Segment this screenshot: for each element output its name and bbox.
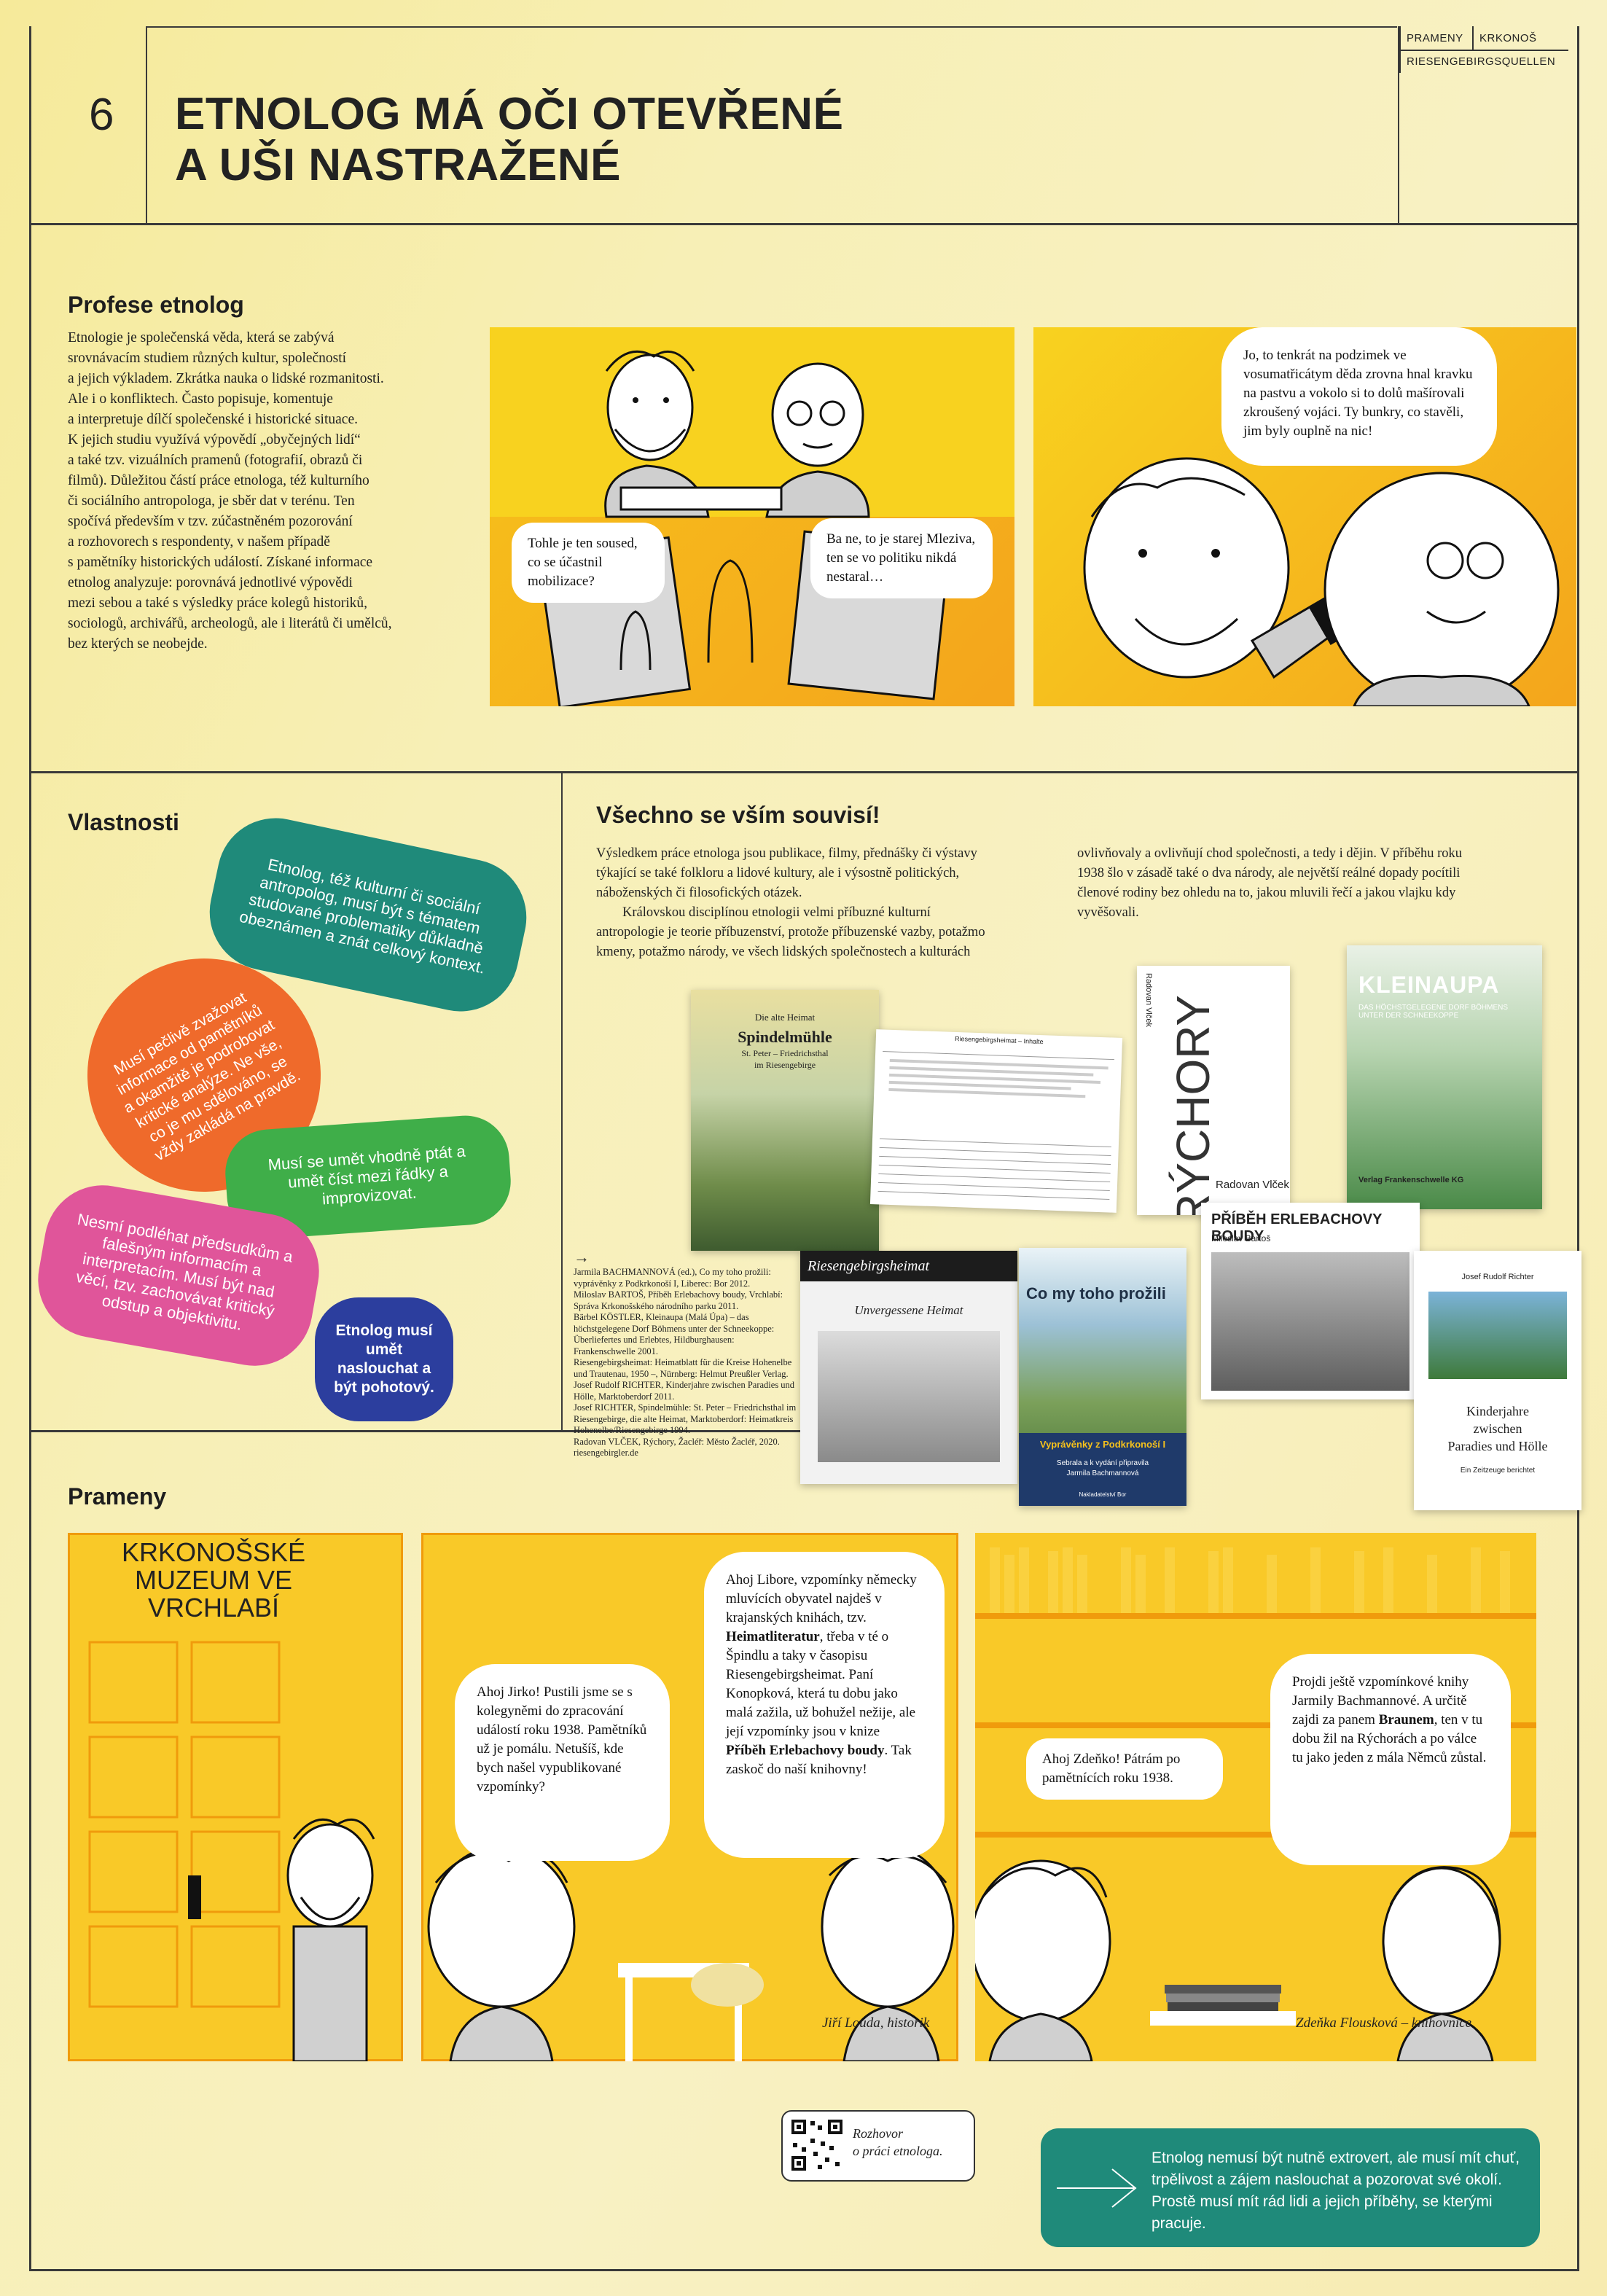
souvisi-col1: Výsledkem práce etnologa jsou publikace,… (596, 846, 985, 959)
profese-text: Etnologie je společenská věda, která se … (68, 330, 392, 652)
comic-panel-library: Ahoj Zdeňko! Pátrám po pamětnících roku … (975, 1533, 1536, 2061)
comic-panel-memory: Jo, to tenkrát na podzimek ve vosumatřic… (1033, 327, 1576, 706)
speech-bubble-zdenka: Ahoj Zdeňko! Pátrám po pamětnících roku … (1026, 1738, 1223, 1800)
speech-bubble-question: Tohle je ten soused, co se účastnil mobi… (512, 523, 665, 603)
book-cover-spindelmuhle[interactable]: Die alte Heimat Spindelmühle St. Peter –… (691, 990, 879, 1251)
section2-top-rule (29, 771, 1579, 773)
frame-right (1577, 26, 1579, 2271)
brand-word-krkonos: KRKONOŠ (1479, 32, 1537, 44)
comic-illustration-memory (1083, 457, 1560, 706)
qr-card[interactable]: Rozhovor o práci etnologa. (781, 2110, 975, 2182)
page-title-line2: A UŠI NASTRAŽENÉ (175, 140, 621, 190)
page-title: ETNOLOG MÁ OČI OTEVŘENÉ A UŠI NASTRAŽENÉ (175, 89, 843, 191)
brand-logo: PRAMENY KRKONOŠ RIESENGEBIRGSQUELLEN (1399, 26, 1568, 73)
brand-word-prameny: PRAMENY (1407, 32, 1463, 44)
section-heading-vlastnosti: Vlastnosti (68, 809, 179, 835)
museum-door-illustration (68, 1533, 403, 2061)
book-cover-rychory[interactable]: Radovan Vlček RÝCHORY Radovan Vlček (1137, 966, 1290, 1215)
magazine-riesengebirgsheimat[interactable]: Riesengebirgsheimat Unvergessene Heimat (800, 1251, 1017, 1484)
comic-illustration-interview (490, 327, 1014, 706)
bottom-rule (29, 2269, 1579, 2271)
references-arrow-icon: → (574, 1248, 590, 1266)
section-heading-prameny: Prameny (68, 1483, 167, 1510)
website-table-lines (877, 1051, 1115, 1200)
arrow-right-icon (1057, 2168, 1137, 2208)
comic-panel-interview: Tohle je ten soused, co se účastnil mobi… (490, 327, 1014, 706)
comic-panel-museum: KRKONOŠSKÉ MUZEUM VE VRCHLABÍ (68, 1533, 403, 2061)
speech-bubble-final: Projdi ještě vzpomínkové knihy Jarmily B… (1270, 1654, 1511, 1865)
section-heading-profese: Profese etnolog (68, 292, 244, 318)
caption-louda: Jiří Louda, historik (822, 2015, 930, 2031)
header-right-divider (1398, 26, 1399, 224)
book-cover-kleinaupa[interactable]: KLEINAUPA DAS HÖCHSTGELEGENE DORF BÖHMEN… (1347, 945, 1542, 1209)
speech-bubble-answer: Ba ne, to je starej Mleziva, ten se vo p… (810, 518, 993, 598)
header-bottom-rule (29, 223, 1579, 225)
frame-left (29, 26, 31, 2271)
book-cover-erlebachova-bouda[interactable]: PŘÍBĚH ERLEBACHOVY BOUDY Miloslav Bartoš (1201, 1203, 1420, 1399)
book-cover-kinderjahre[interactable]: Josef Rudolf Richter Kinderjahre zwische… (1414, 1251, 1581, 1510)
speech-bubble-memory: Jo, to tenkrát na podzimek ve vosumatřic… (1221, 327, 1497, 466)
chapter-number: 6 (89, 90, 114, 140)
souvisi-col2: ovlivňovaly a ovlivňují chod společnosti… (1077, 846, 1463, 920)
qr-caption: Rozhovor o práci etnologa. (853, 2126, 943, 2158)
book-cover-co-my-toho-prozili[interactable]: Co my toho prožili Vyprávěnky z Podkrkon… (1019, 1248, 1186, 1506)
closing-callout: Etnolog nemusí být nutně extrovert, ale … (1041, 2128, 1540, 2247)
website-screenshot[interactable]: Riesengebirgsheimat – Inhalte (869, 1029, 1123, 1213)
section2-divider (561, 771, 563, 1430)
comic-panel-historian: Ahoj Jirko! Pustili jsme se s kolegyněmi… (421, 1533, 958, 2061)
section-heading-souvisi: Všechno se vším souvisí! (596, 802, 880, 828)
caption-flouskova: Zdeňka Flousková – knihovnice (1296, 2015, 1472, 2031)
callout-text: Etnolog nemusí být nutně extrovert, ale … (1152, 2149, 1520, 2232)
page-title-line1: ETNOLOG MÁ OČI OTEVŘENÉ (175, 89, 844, 139)
bubble-listen: Etnolog musí umět naslouchat a být pohot… (315, 1297, 453, 1421)
museum-sign: KRKONOŠSKÉ MUZEUM VE VRCHLABÍ (121, 1537, 306, 1623)
qr-code-icon[interactable] (789, 2117, 845, 2174)
header-divider (146, 26, 147, 224)
speech-bubble-libor: Ahoj Libore, vzpomínky německy mluvících… (704, 1552, 945, 1858)
header-top-rule (146, 26, 1397, 28)
speech-bubble-jirka: Ahoj Jirko! Pustili jsme se s kolegyněmi… (455, 1664, 670, 1861)
section3-top-rule (29, 1430, 802, 1432)
references-list: Jarmila BACHMANNOVÁ (ed.), Co my toho pr… (574, 1267, 797, 1458)
brand-word-riesengebirgsquellen: RIESENGEBIRGSQUELLEN (1407, 55, 1556, 68)
